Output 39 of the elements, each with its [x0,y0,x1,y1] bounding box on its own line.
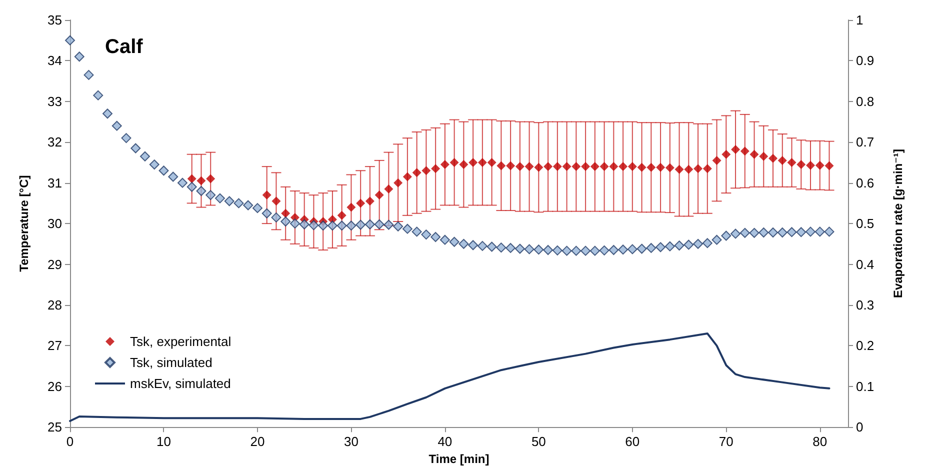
x-tick-label: 0 [66,434,74,450]
y2-tick-label: 0.5 [856,216,874,232]
y-tick-label: 27 [48,338,62,354]
y2-tick-label: 0.8 [856,94,874,109]
y-tick-label: 31 [48,175,62,190]
y2-tick-label: 0 [856,420,864,435]
y-tick-label: 25 [48,420,62,435]
x-tick-label: 40 [438,434,452,450]
y-tick-label: 29 [48,256,62,272]
y2-tick-label: 0.3 [856,297,874,312]
legend-label: mskEv, simulated [130,376,231,391]
y-tick-label: 30 [48,216,62,232]
x-tick-label: 50 [531,434,546,450]
line-series [69,332,830,422]
y-axis-title: Temperature [°C] [17,175,31,272]
y2-tick-label: 0.6 [856,175,874,190]
x-tick-label: 70 [718,434,734,450]
y2-tick-label: 1 [856,12,864,28]
y2-tick-label: 0.7 [856,134,874,150]
x-tick-label: 10 [156,434,171,450]
y2-tick-label: 0.4 [856,256,874,272]
x-tick-label: 30 [344,434,358,450]
y-tick-label: 32 [48,134,62,150]
text: Calf [105,36,144,58]
x-tick-label: 60 [625,434,640,450]
y2-tick-label: 0.2 [856,338,874,354]
y-tick-label: 34 [48,53,62,68]
y-tick-label: 35 [48,12,62,28]
x-axis-title: Time [min] [428,452,490,466]
y2-tick-label: 0.1 [856,378,874,394]
y-tick-label: 28 [48,297,62,312]
y-tick-label: 26 [48,378,62,394]
legend-label: Tsk, simulated [130,355,212,370]
y2-axis-title: Evaporation rate [g·min⁻¹] [891,149,905,298]
x-tick-label: 20 [250,434,265,450]
legend-label: Tsk, experimental [130,334,232,349]
y-tick-label: 33 [48,94,62,109]
x-tick-label: 80 [812,434,828,450]
y2-tick-label: 0.9 [856,53,874,68]
